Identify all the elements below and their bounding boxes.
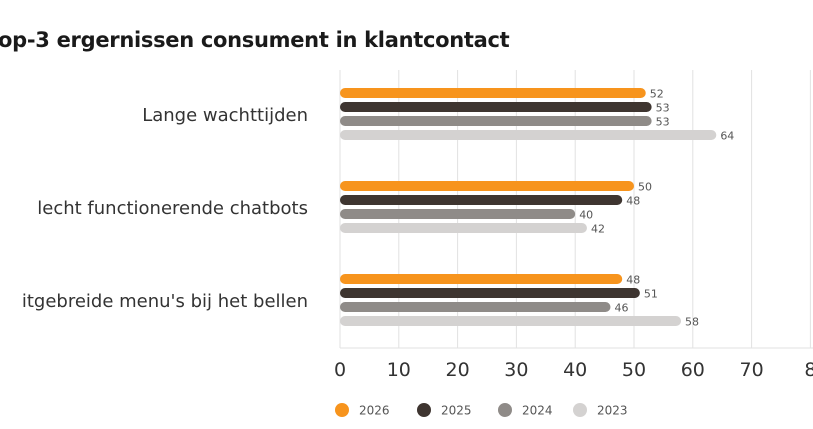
x-tick-label: 8 (804, 359, 813, 381)
x-tick-label: 50 (622, 359, 646, 381)
value-label: 51 (644, 288, 658, 301)
chart-title: op-3 ergernissen consument in klantconta… (0, 28, 510, 52)
value-label: 58 (685, 316, 699, 329)
x-tick-label: 30 (504, 359, 528, 381)
bar-2026 (340, 181, 634, 191)
bar-2024 (340, 209, 576, 219)
bar-2026 (340, 274, 623, 284)
bar-2025 (340, 195, 623, 205)
x-tick-label: 10 (387, 359, 411, 381)
x-tick-label: 60 (681, 359, 705, 381)
bar-2026 (340, 88, 646, 98)
legend-label: 2026 (359, 404, 390, 418)
bar-2024 (340, 116, 652, 126)
value-label: 53 (656, 116, 670, 129)
legend-label: 2024 (522, 404, 553, 418)
value-label: 48 (626, 195, 640, 208)
x-tick-label: 20 (446, 359, 470, 381)
x-tick-label: 40 (563, 359, 587, 381)
category-label: Lange wachttijden (142, 105, 308, 126)
bar-2023 (340, 223, 587, 233)
x-tick-label: 0 (334, 359, 346, 381)
legend-label: 2025 (441, 404, 472, 418)
value-label: 53 (656, 102, 670, 115)
bar-2024 (340, 302, 611, 312)
value-label: 64 (720, 130, 734, 143)
bar-2023 (340, 130, 717, 140)
legend-swatch-2023 (573, 403, 587, 417)
value-label: 52 (650, 88, 664, 101)
bar-2023 (340, 316, 682, 326)
legend-swatch-2026 (335, 403, 349, 417)
category-label: lecht functionerende chatbots (37, 198, 308, 219)
category-label: itgebreide menu's bij het bellen (22, 291, 308, 312)
legend-label: 2023 (597, 404, 628, 418)
value-label: 46 (614, 302, 628, 315)
value-label: 40 (579, 209, 593, 222)
bar-2025 (340, 102, 652, 112)
bar-2025 (340, 288, 640, 298)
legend-swatch-2024 (498, 403, 512, 417)
x-tick-label: 70 (740, 359, 764, 381)
legend-swatch-2025 (417, 403, 431, 417)
value-label: 50 (638, 181, 652, 194)
value-label: 48 (626, 274, 640, 287)
value-label: 42 (591, 223, 605, 236)
